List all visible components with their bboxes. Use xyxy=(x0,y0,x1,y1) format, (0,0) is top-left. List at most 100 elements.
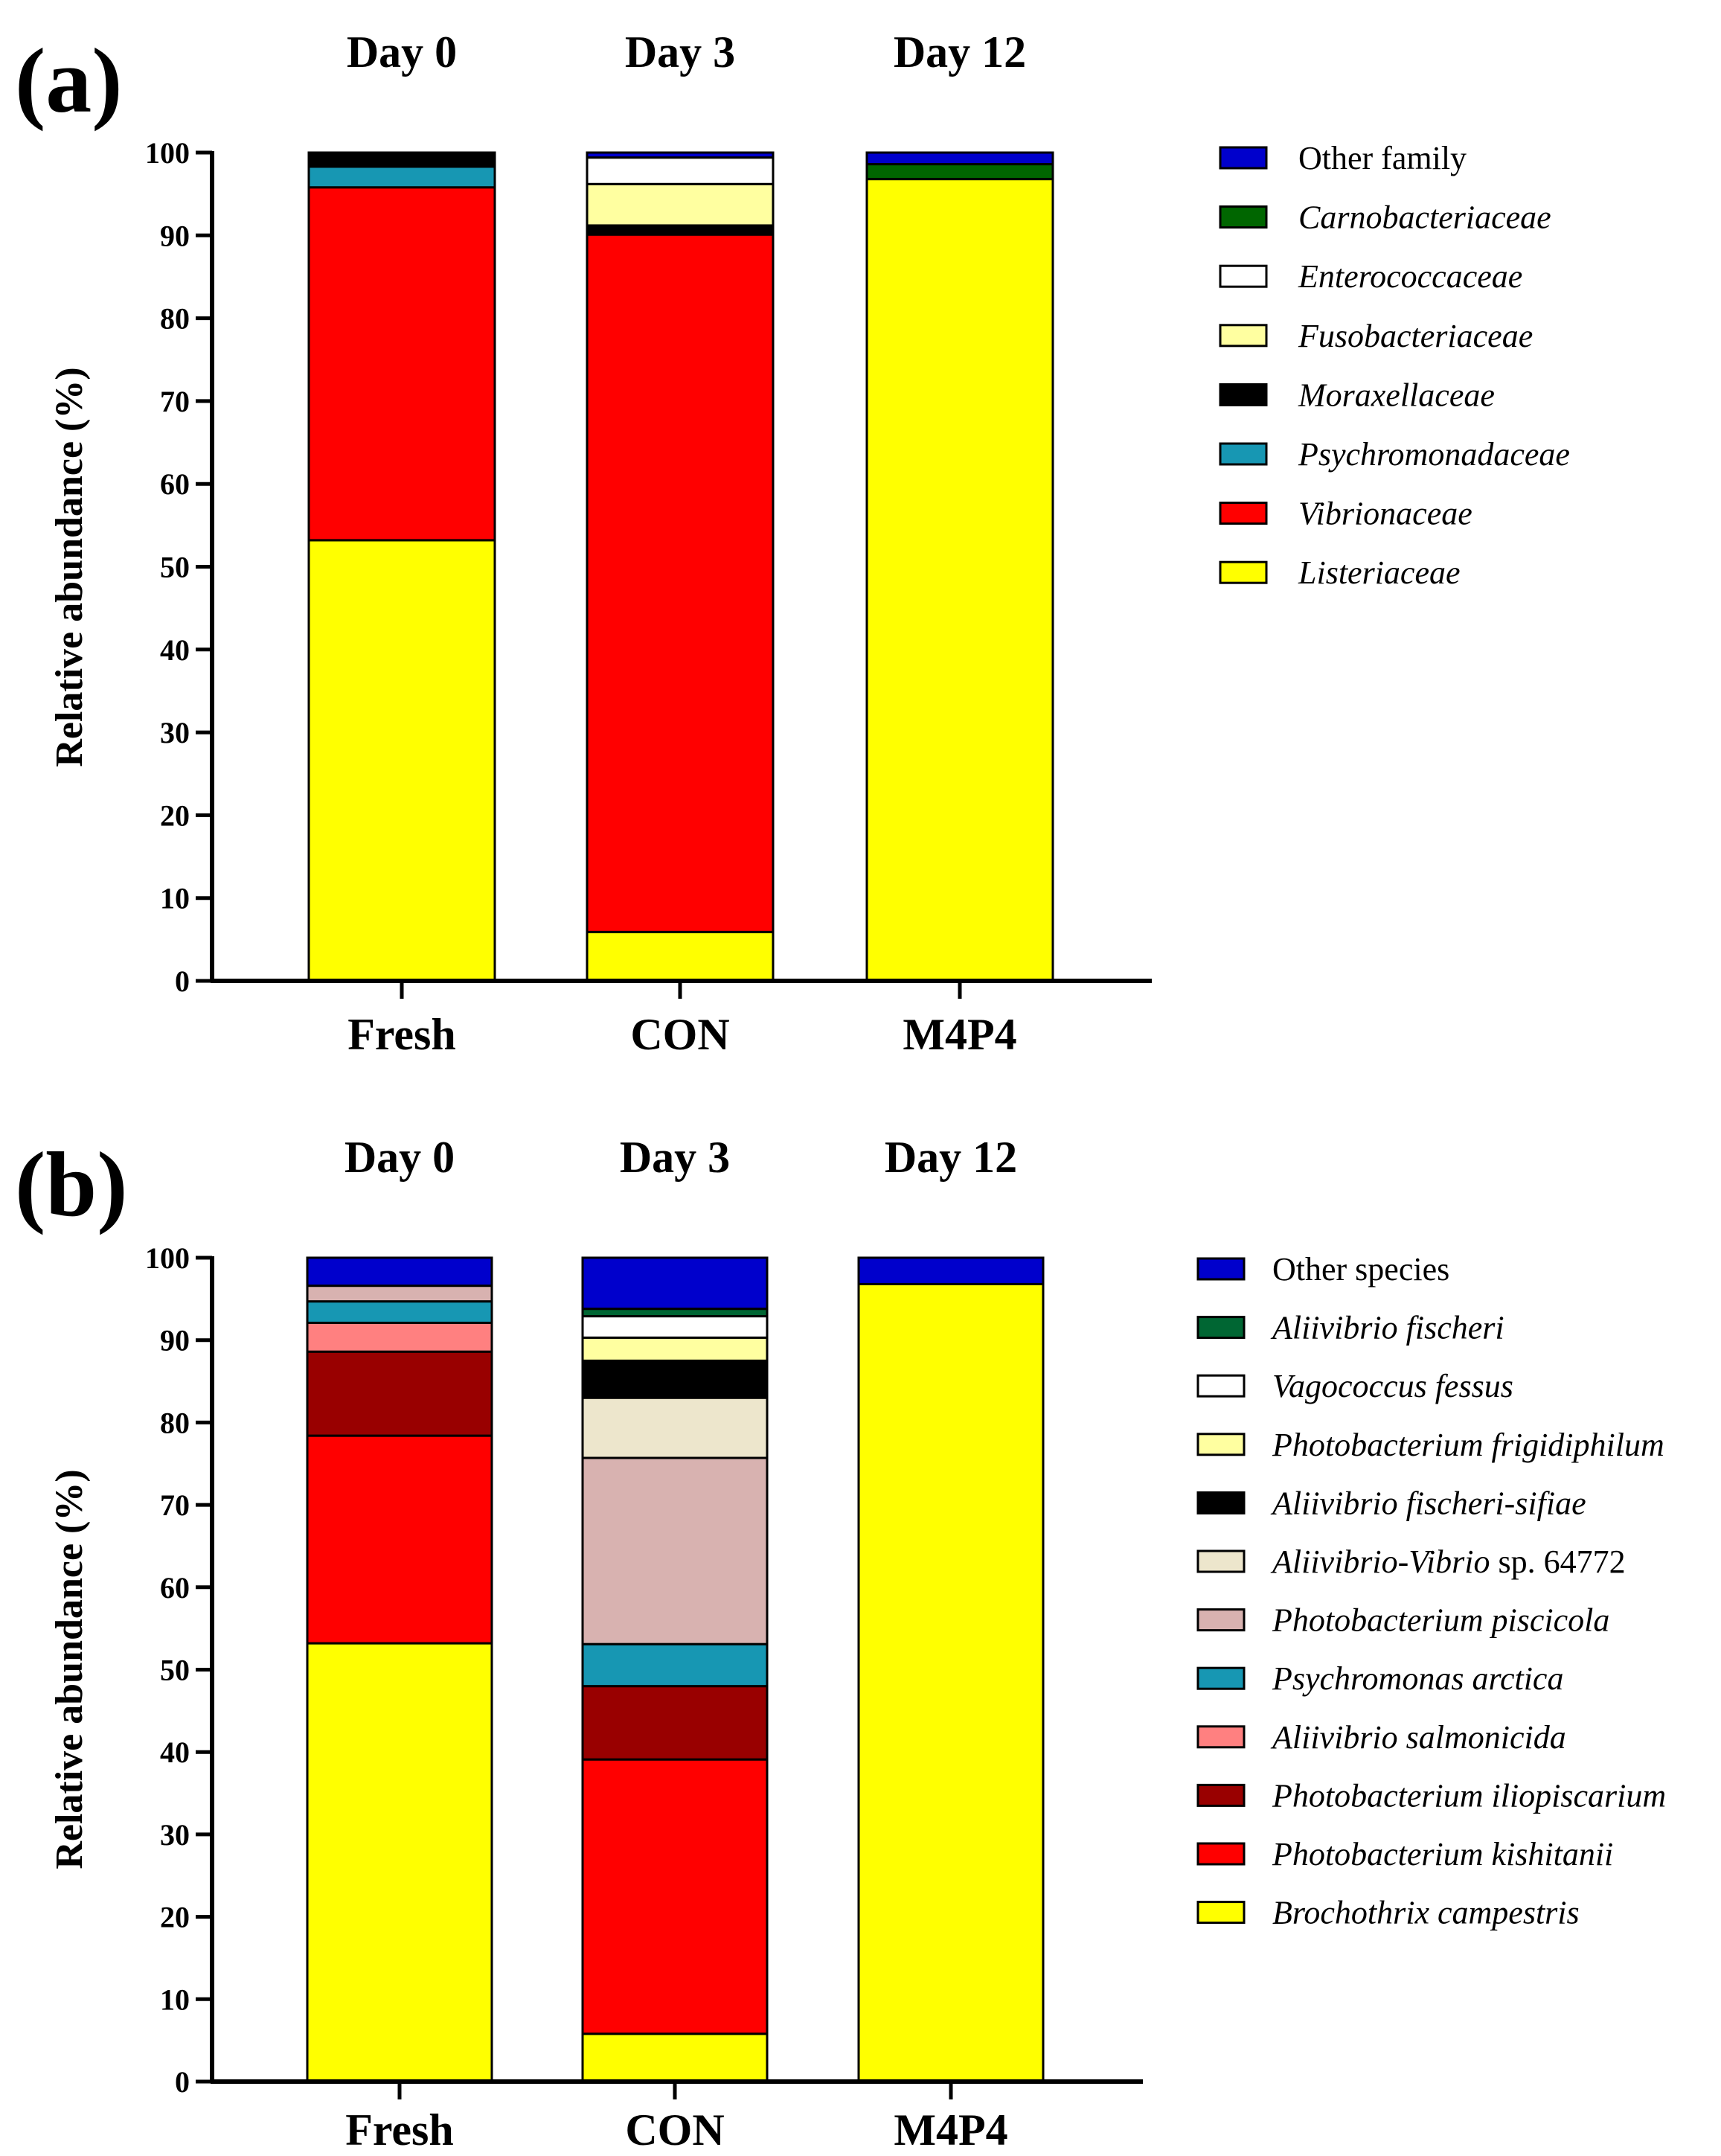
legend-swatch-photobacterium-frigidiphilum xyxy=(1196,1433,1246,1456)
y-tick-label: 50 xyxy=(160,551,190,584)
bar-segment-con-other-species xyxy=(581,1256,769,1311)
legend-label-photobacterium-frigidiphilum: Photobacterium frigidiphilum xyxy=(1272,1427,1664,1463)
bar-segment-m4p4-brochothrix-campestris xyxy=(857,1282,1045,2083)
y-tick-label: 60 xyxy=(160,1571,190,1605)
y-tick-label: 80 xyxy=(160,302,190,336)
bar-segment-m4p4-other-family xyxy=(865,151,1054,166)
legend-label-aliivibrio-fischeri-sifiae: Aliivibrio fischeri-sifiae xyxy=(1270,1485,1586,1521)
x-tick-label-fresh: Fresh xyxy=(345,2105,454,2155)
bar-segment-con-photobacterium-piscicola xyxy=(581,1456,769,1645)
y-tick-label: 90 xyxy=(160,1324,190,1357)
panel-label: (a) xyxy=(15,30,123,132)
bar-segment-con-aliivibrio-vibrio-sp-64772 xyxy=(581,1396,769,1459)
day-label: Day 3 xyxy=(620,1133,730,1182)
legend-label-carnobacteriaceae: Carnobacteriaceae xyxy=(1298,199,1551,236)
bar-segment-fresh-photobacterium-kishitanii xyxy=(306,1434,493,1645)
bar-segment-fresh-brochothrix-campestris xyxy=(306,1642,493,2083)
legend-swatch-brochothrix-campestris xyxy=(1196,1901,1246,1925)
bar-segment-con-moraxellaceae xyxy=(586,224,775,236)
legend-swatch-psychromonadaceae xyxy=(1219,442,1268,466)
bar-segment-fresh-psychromonas-arctica xyxy=(306,1300,493,1324)
legend-label-psychromonas-arctica: Psychromonas arctica xyxy=(1272,1660,1563,1697)
bar-segment-con-enterococcaceae xyxy=(586,156,775,185)
x-tick-label-fresh: Fresh xyxy=(347,1010,456,1059)
bar-segment-fresh-moraxellaceae xyxy=(307,153,496,168)
bar-segment-con-psychromonas-arctica xyxy=(581,1642,769,1688)
day-label: Day 12 xyxy=(885,1133,1017,1182)
panel-label: (b) xyxy=(15,1133,128,1235)
y-tick-label: 80 xyxy=(160,1406,190,1439)
legend-swatch-aliivibrio-vibrio-sp-64772 xyxy=(1196,1549,1246,1573)
y-tick-label: 60 xyxy=(160,467,190,501)
legend-swatch-aliivibrio-salmonicida xyxy=(1196,1725,1246,1749)
day-label: Day 0 xyxy=(347,28,457,77)
legend-label-aliivibrio-vibrio-sp-64772: Aliivibrio-Vibrio sp. 64772 xyxy=(1270,1544,1626,1580)
legend-label-listeriaceae: Listeriaceae xyxy=(1298,554,1461,591)
legend-label-enterococcaceae: Enterococcaceae xyxy=(1298,258,1522,295)
legend-label-photobacterium-kishitanii: Photobacterium kishitanii xyxy=(1272,1836,1613,1872)
x-tick-label-m4p4: M4P4 xyxy=(894,2105,1007,2155)
bar-segment-fresh-aliivibrio-salmonicida xyxy=(306,1321,493,1353)
bar-segment-con-vagococcus-fessus xyxy=(581,1315,769,1339)
legend-label-brochothrix-campestris: Brochothrix campestris xyxy=(1272,1895,1580,1931)
legend-swatch-fusobacteriaceae xyxy=(1219,324,1268,348)
x-tick-label-con: CON xyxy=(625,2105,724,2155)
legend-swatch-other-species xyxy=(1196,1257,1246,1281)
legend-swatch-aliivibrio-fischeri xyxy=(1196,1316,1246,1340)
bar-segment-fresh-photobacterium-iliopiscarium xyxy=(306,1350,493,1437)
legend-swatch-moraxellaceae xyxy=(1219,383,1268,406)
bar-segment-fresh-photobacterium-piscicola xyxy=(306,1285,493,1303)
y-tick-label: 100 xyxy=(145,1241,190,1275)
y-tick-label: 20 xyxy=(160,799,190,832)
y-tick-label: 70 xyxy=(160,1488,190,1522)
y-tick-label: 0 xyxy=(175,2065,190,2099)
y-tick-label: 30 xyxy=(160,1818,190,1852)
legend-swatch-listeriaceae xyxy=(1219,560,1268,584)
bar-segment-con-photobacterium-kishitanii xyxy=(581,1758,769,2035)
legend-label-psychromonadaceae: Psychromonadaceae xyxy=(1298,436,1570,473)
legend-swatch-enterococcaceae xyxy=(1219,264,1268,288)
y-tick-label: 10 xyxy=(160,1983,190,2016)
legend: Other species Aliivibrio fischeri Vagococc… xyxy=(1196,1251,1666,1931)
legend-label-vagococcus-fessus: Vagococcus fessus xyxy=(1272,1368,1513,1404)
y-tick-label: 70 xyxy=(160,385,190,418)
bar-segment-fresh-vibrionaceae xyxy=(307,186,496,542)
legend-label-vibrionaceae: Vibrionaceae xyxy=(1298,496,1472,532)
y-tick-label: 10 xyxy=(160,882,190,915)
bar-segment-fresh-other-family xyxy=(307,151,496,156)
bar-segment-m4p4-carnobacteriaceae xyxy=(865,163,1054,181)
y-tick-label: 40 xyxy=(160,1736,190,1769)
legend-swatch-photobacterium-piscicola xyxy=(1196,1608,1246,1632)
y-tick-label: 90 xyxy=(160,219,190,252)
y-tick-label: 20 xyxy=(160,1901,190,1934)
legend-swatch-aliivibrio-fischeri-sifiae xyxy=(1196,1491,1246,1514)
bar-segment-con-vibrionaceae xyxy=(586,233,775,933)
bar-segment-con-listeriaceae xyxy=(586,930,775,982)
legend-swatch-other-family xyxy=(1219,146,1268,170)
day-label: Day 0 xyxy=(344,1133,455,1182)
y-tick-label: 30 xyxy=(160,716,190,749)
y-tick-label: 40 xyxy=(160,633,190,667)
legend-swatch-carnobacteriaceae xyxy=(1219,205,1268,229)
bar-segment-fresh-other-species xyxy=(306,1256,493,1287)
bar-segment-fresh-listeriaceae xyxy=(307,539,496,982)
bar-segment-con-photobacterium-frigidiphilum xyxy=(581,1336,769,1362)
legend: Other family Carnobacteriaceae Enterococca… xyxy=(1219,140,1570,591)
y-axis-title: Relative abundance (%) xyxy=(48,1469,91,1869)
x-tick-label-m4p4: M4P4 xyxy=(903,1010,1016,1059)
panel-b-chart: (b) Day 0 Day 3 Day 12 0 10 20 30 40 50 60 70 80 90 10… xyxy=(15,1133,1666,2155)
bar-segment-m4p4-listeriaceae xyxy=(865,178,1054,982)
bar-segment-con-brochothrix-campestris xyxy=(581,2032,769,2083)
legend-swatch-photobacterium-iliopiscarium xyxy=(1196,1783,1246,1807)
y-axis-title: Relative abundance (%) xyxy=(48,367,91,767)
day-label: Day 12 xyxy=(894,28,1026,77)
panel-a-chart: (a) Day 0 Day 3 Day 12 0 10 20 30 40 50 60 70 80 90 10… xyxy=(15,28,1570,1059)
bar-segment-con-photobacterium-iliopiscarium xyxy=(581,1685,769,1761)
bar-segment-con-aliivibrio-fischeri-sifiae xyxy=(581,1359,769,1399)
legend-swatch-photobacterium-kishitanii xyxy=(1196,1842,1246,1866)
bar-segment-fresh-psychromonadaceae xyxy=(307,165,496,189)
legend-swatch-vibrionaceae xyxy=(1219,502,1268,525)
legend-label-fusobacteriaceae: Fusobacteriaceae xyxy=(1298,318,1533,354)
x-tick-label-con: CON xyxy=(630,1010,729,1059)
